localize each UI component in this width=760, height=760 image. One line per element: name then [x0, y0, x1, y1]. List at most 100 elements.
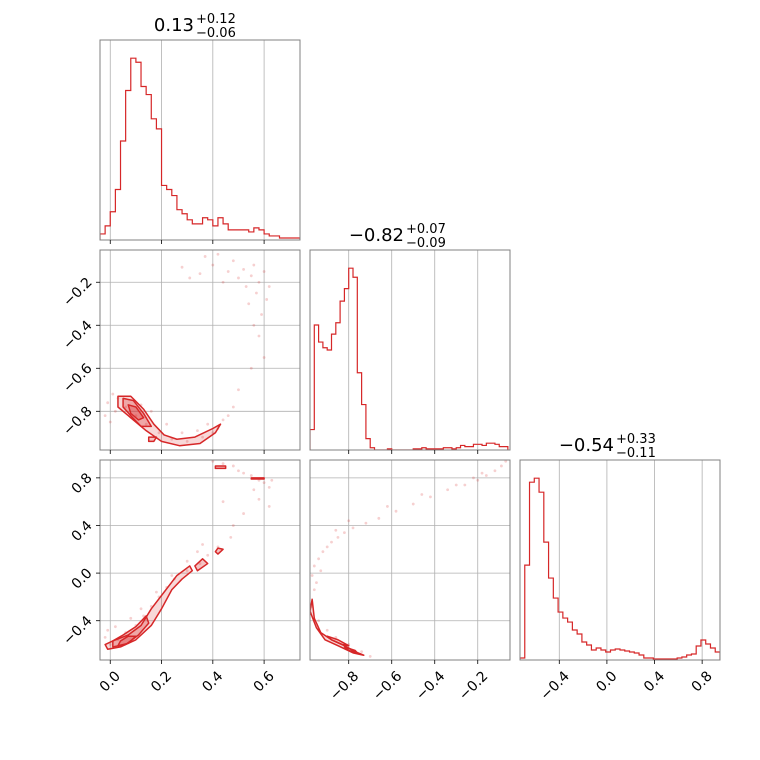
p1-vs-p0-sample-48: [196, 429, 199, 433]
p2-vs-p0-content: [100, 460, 300, 660]
p2-vs-p0-sample-5: [249, 474, 253, 477]
param-0-title-median: 0.13: [154, 15, 194, 36]
p1-vs-p0-sample-6: [221, 280, 225, 284]
p1-vs-p0-sample-1: [188, 276, 192, 280]
param-0-title-minus: −0.06: [196, 26, 236, 41]
p2-vs-p1-sample-11: [377, 516, 381, 520]
p2-vs-p0-sample-4: [242, 471, 245, 475]
param-2-title: −0.54 +0.33−0.11: [559, 432, 656, 461]
p2-vs-p1-sample-4: [321, 550, 325, 554]
p2-vs-p1-sample-33: [325, 628, 329, 632]
p2-vs-p1-content: [310, 460, 510, 660]
p2-vs-p1-sample-29: [319, 569, 323, 573]
p2-vs-p1-sample-1: [310, 574, 314, 577]
p1-vs-p0-sample-42: [108, 420, 112, 424]
p2-vs-p1-sample-13: [411, 502, 415, 506]
p1-vs-p0-sample-3: [203, 255, 207, 258]
p1-vs-p0-sample-2: [198, 272, 202, 276]
p2-vs-p0-sample-39: [267, 505, 271, 508]
p1-vs-p0-sample-14: [252, 263, 256, 267]
p1-vs-p0-sample-45: [149, 409, 153, 413]
p2-vs-p1-sample-14: [429, 495, 432, 499]
p2-vs-p0-sample-11: [257, 497, 261, 501]
p1-vs-p0-content: [100, 250, 300, 450]
p1-vs-p0-sample-49: [206, 422, 210, 426]
p2-vs-p1-sample-8: [343, 531, 346, 535]
p2-vs-p0-sample-1: [221, 462, 225, 465]
p1-vs-p0-sample-0: [180, 265, 184, 269]
p2-vs-p1-sample-0: [312, 564, 316, 568]
p1-vs-p0-sample-4: [211, 263, 215, 267]
p2-vs-p1-sample-5: [325, 545, 329, 549]
p2-vs-p0-contour-6: [250, 477, 265, 480]
p2-vs-p0-sample-14: [229, 535, 233, 539]
p2-vs-p1-sample-2: [315, 581, 318, 585]
p2-vs-p1-sample-24: [454, 483, 458, 487]
p1-vs-p0-sample-11: [244, 285, 248, 288]
param-0-title-plus: +0.12: [196, 12, 236, 27]
p2-vs-p0-sample-16: [206, 553, 210, 557]
p2-vs-p1-contour-0: [310, 598, 365, 656]
diag-2-frame: [519, 459, 721, 661]
p1-vs-p0-sample-23: [262, 356, 266, 359]
p2-vs-p1-sample-32: [317, 619, 321, 623]
p1-vs-p0-frame: [99, 249, 301, 451]
p2-vs-p0-sample-0: [211, 460, 215, 463]
p2-vs-p0-contour-4: [214, 547, 224, 555]
p2-vs-p0-sample-31: [129, 616, 133, 620]
p1-vs-p0-sample-13: [249, 274, 253, 278]
p1-vs-p0-sample-28: [221, 418, 225, 422]
p1-vs-p0-sample-18: [262, 270, 266, 273]
p2-vs-p1-sample-36: [360, 650, 364, 654]
param-1-title-median: −0.82: [349, 225, 404, 246]
p1-vs-p0-sample-25: [237, 388, 240, 392]
p1-vs-p0-sample-10: [242, 267, 245, 271]
p2-vs-p0-sample-17: [198, 562, 202, 565]
p2-vs-p1-sample-7: [336, 535, 340, 539]
p2-vs-p1-contour-2: [343, 646, 359, 654]
p2-vs-p1-sample-21: [504, 460, 508, 463]
p1-vs-p0-sample-34: [157, 431, 161, 435]
p1-vs-p0-sample-15: [255, 291, 258, 295]
p1-vs-p0-sample-5: [216, 252, 220, 256]
p1-vs-p0-sample-8: [231, 259, 235, 263]
p1-vs-p0-sample-27: [226, 414, 230, 417]
param-1-title-minus: −0.09: [406, 236, 446, 251]
p1-vs-p0-sample-22: [257, 334, 261, 338]
p1-vs-p0-sample-17: [260, 313, 263, 316]
p2-vs-p0-sample-27: [108, 643, 112, 646]
p2-vs-p1-sample-3: [317, 557, 321, 561]
p2-vs-p0-sample-3: [237, 469, 240, 473]
p1-vs-p0-sample-21: [252, 323, 256, 327]
p1-vs-p0-sample-43: [113, 409, 117, 413]
p2-vs-p1-sample-19: [493, 469, 497, 473]
p2-vs-p0-contour-3: [194, 558, 209, 572]
p2-vs-p0-sample-29: [106, 628, 110, 632]
p2-vs-p1-sample-26: [386, 505, 389, 508]
p2-vs-p0-sample-18: [185, 569, 189, 573]
p2-vs-p0-sample-36: [196, 550, 199, 554]
diag-0: [99, 39, 301, 244]
p2-vs-p1-sample-28: [334, 528, 338, 532]
p2-vs-p1-sample-9: [351, 526, 355, 530]
p1-vs-p0-sample-40: [106, 401, 110, 405]
p1-vs-p0-sample-37: [124, 405, 128, 409]
p1-vs-p0-sample-39: [111, 392, 115, 396]
p2-vs-p0-frame: [99, 459, 301, 661]
p1-vs-p0-sample-46: [165, 422, 169, 426]
p1-vs-p0-sample-24: [249, 366, 253, 370]
param-2-title-median: −0.54: [559, 435, 614, 456]
p2-vs-p0-sample-38: [221, 500, 225, 504]
p1-vs-p0-contour-3: [147, 436, 158, 443]
param-2-histogram: [520, 477, 720, 660]
p2-vs-p0-sample-37: [201, 543, 204, 546]
param-2-title-plus: +0.33: [616, 432, 656, 447]
param-0-histogram: [100, 57, 300, 240]
p2-vs-p0-sample-34: [170, 574, 174, 577]
p1-vs-p0-sample-7: [226, 270, 230, 273]
p2-vs-p1-sample-16: [463, 483, 467, 487]
p2-vs-p0-sample-23: [142, 614, 145, 618]
p1-vs-p0-sample-41: [103, 414, 107, 417]
p2-vs-p1-sample-20: [499, 464, 503, 468]
p2-vs-p0-sample-30: [113, 625, 117, 629]
